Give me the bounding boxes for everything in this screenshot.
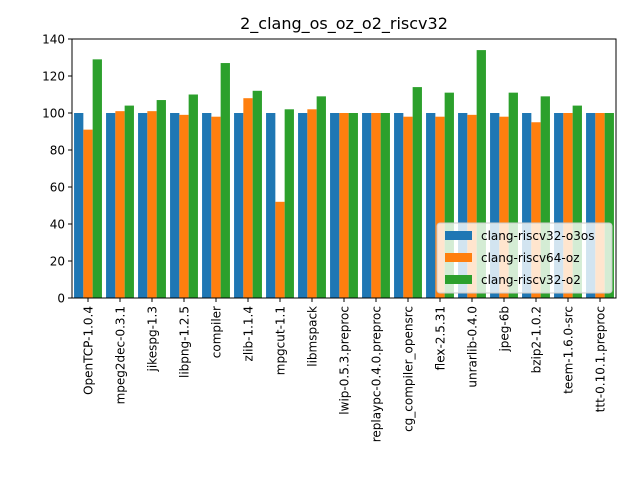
y-tick-label: 140 bbox=[42, 33, 65, 47]
bar-clang-riscv32-o2-zlib-1.1.4 bbox=[252, 90, 262, 298]
bar-clang-riscv32-o2-flex-2.5.31 bbox=[444, 92, 454, 299]
bar-clang-riscv64-oz-mpeg2dec-0.3.1 bbox=[115, 111, 125, 299]
bar-clang-riscv32-o2-replaypc-0.4.0.preproc bbox=[380, 113, 390, 298]
bar-clang-riscv32-o2-mpgcut-1.1 bbox=[284, 109, 294, 298]
bar-clang-riscv32-o2-cg_compiler_opensrc bbox=[412, 87, 422, 298]
bar-clang-riscv32-o3os-flex-2.5.31 bbox=[426, 113, 436, 298]
y-tick-label: 60 bbox=[50, 181, 65, 195]
y-tick-label: 0 bbox=[57, 292, 65, 306]
y-axis: 0 20 40 60 80 100 120 140 bbox=[42, 33, 72, 306]
legend-label-clang-riscv32-o2: clang-riscv32-o2 bbox=[481, 273, 581, 287]
legend-box bbox=[436, 222, 613, 294]
bar-clang-riscv32-o2-libmspack bbox=[316, 96, 326, 298]
bar-clang-riscv32-o2-mpeg2dec-0.3.1 bbox=[124, 105, 134, 298]
legend-label-clang-riscv32-o3os: clang-riscv32-o3os bbox=[481, 229, 594, 243]
bar-clang-riscv32-o3os-ttt-0.10.1.preproc bbox=[586, 113, 596, 298]
legend-swatch-clang-riscv32-o2 bbox=[445, 275, 472, 284]
bar-clang-riscv32-o3os-mpgcut-1.1 bbox=[266, 113, 276, 298]
bar-clang-riscv64-oz-zlib-1.1.4 bbox=[243, 98, 253, 298]
bar-clang-riscv32-o3os-compiler bbox=[202, 113, 212, 298]
bar-clang-riscv32-o3os-zlib-1.1.4 bbox=[234, 113, 244, 298]
bar-clang-riscv64-oz-flex-2.5.31 bbox=[435, 116, 445, 298]
bar-clang-riscv32-o2-compiler bbox=[220, 63, 230, 298]
x-tick-label: replaypc-0.4.0.preproc bbox=[370, 306, 384, 442]
x-tick-label: unrarlib-0.4.0 bbox=[466, 306, 480, 388]
bar-clang-riscv32-o3os-libpng-1.2.5 bbox=[170, 113, 180, 298]
bar-clang-riscv64-oz-mpgcut-1.1 bbox=[275, 201, 285, 298]
y-tick-label: 40 bbox=[50, 218, 65, 232]
bar-clang-riscv64-oz-jikespg-1.3 bbox=[147, 111, 157, 299]
bar-clang-riscv64-oz-teem-1.6.0-src bbox=[563, 113, 573, 298]
legend-swatch-clang-riscv64-oz bbox=[445, 253, 472, 262]
x-tick-label: libmspack bbox=[306, 306, 320, 367]
bars-group bbox=[74, 50, 614, 299]
y-tick-label: 20 bbox=[50, 255, 65, 269]
x-axis: OpenTCP-1.0.4 mpeg2dec-0.3.1 jikespg-1.3 li… bbox=[82, 298, 608, 442]
bar-clang-riscv32-o2-jpeg-6b bbox=[508, 92, 518, 299]
bar-clang-riscv64-oz-replaypc-0.4.0.preproc bbox=[371, 113, 381, 298]
x-tick-label: bzip2-1.0.2 bbox=[530, 306, 544, 373]
bar-clang-riscv32-o3os-mpeg2dec-0.3.1 bbox=[106, 113, 116, 298]
legend-swatch-clang-riscv32-o3os bbox=[445, 231, 472, 240]
bar-clang-riscv32-o2-jikespg-1.3 bbox=[156, 100, 166, 298]
bar-clang-riscv32-o3os-jikespg-1.3 bbox=[138, 113, 148, 298]
y-tick-label: 120 bbox=[42, 70, 65, 84]
x-tick-label: libpng-1.2.5 bbox=[178, 306, 192, 378]
bar-clang-riscv32-o3os-bzip2-1.0.2 bbox=[522, 113, 532, 298]
bar-clang-riscv64-oz-compiler bbox=[211, 116, 221, 298]
bar-clang-riscv64-oz-jpeg-6b bbox=[499, 116, 509, 298]
x-tick-label: OpenTCP-1.0.4 bbox=[82, 306, 96, 395]
bar-clang-riscv64-oz-libmspack bbox=[307, 109, 317, 298]
bar-clang-riscv32-o3os-lwip-0.5.3.preproc bbox=[330, 113, 340, 298]
bar-clang-riscv32-o2-teem-1.6.0-src bbox=[572, 105, 582, 298]
x-tick-label: mpeg2dec-0.3.1 bbox=[114, 306, 128, 404]
bar-clang-riscv32-o3os-libmspack bbox=[298, 113, 308, 298]
bar-clang-riscv64-oz-libpng-1.2.5 bbox=[179, 114, 189, 298]
x-tick-label: jikespg-1.3 bbox=[146, 306, 160, 372]
chart-title: 2_clang_os_oz_o2_riscv32 bbox=[240, 14, 448, 34]
x-tick-label: jpeg-6b bbox=[498, 306, 512, 353]
bar-clang-riscv32-o3os-jpeg-6b bbox=[490, 113, 500, 298]
bar-clang-riscv32-o2-bzip2-1.0.2 bbox=[540, 96, 550, 298]
bar-clang-riscv64-oz-cg_compiler_opensrc bbox=[403, 116, 413, 298]
bar-clang-riscv32-o2-ttt-0.10.1.preproc bbox=[604, 113, 614, 298]
bar-clang-riscv32-o2-unrarlib-0.4.0 bbox=[476, 50, 486, 298]
bar-clang-riscv64-oz-OpenTCP-1.0.4 bbox=[83, 129, 93, 298]
x-tick-label: teem-1.6.0-src bbox=[562, 306, 576, 394]
legend: clang-riscv32-o3os clang-riscv64-oz clang-… bbox=[436, 222, 613, 294]
x-tick-label: flex-2.5.31 bbox=[434, 306, 448, 370]
x-tick-label: zlib-1.1.4 bbox=[242, 306, 256, 361]
bar-clang-riscv32-o3os-OpenTCP-1.0.4 bbox=[74, 113, 84, 298]
bar-clang-riscv32-o2-libpng-1.2.5 bbox=[188, 94, 198, 298]
x-tick-label: mpgcut-1.1 bbox=[274, 306, 288, 375]
x-tick-label: compiler bbox=[210, 306, 224, 358]
bar-clang-riscv64-oz-lwip-0.5.3.preproc bbox=[339, 113, 349, 298]
legend-label-clang-riscv64-oz: clang-riscv64-oz bbox=[481, 251, 580, 265]
x-tick-label: cg_compiler_opensrc bbox=[402, 306, 416, 432]
bar-clang-riscv32-o2-lwip-0.5.3.preproc bbox=[348, 113, 358, 298]
x-tick-label: lwip-0.5.3.preproc bbox=[338, 306, 352, 415]
bar-clang-riscv32-o3os-unrarlib-0.4.0 bbox=[458, 113, 468, 298]
bar-clang-riscv32-o3os-replaypc-0.4.0.preproc bbox=[362, 113, 372, 298]
bar-clang-riscv32-o3os-teem-1.6.0-src bbox=[554, 113, 564, 298]
bar-clang-riscv32-o3os-cg_compiler_opensrc bbox=[394, 113, 404, 298]
y-tick-label: 100 bbox=[42, 107, 65, 121]
x-tick-label: ttt-0.10.1.preproc bbox=[594, 306, 608, 412]
bar-clang-riscv32-o2-OpenTCP-1.0.4 bbox=[92, 59, 102, 298]
bar-clang-riscv64-oz-ttt-0.10.1.preproc bbox=[595, 113, 605, 298]
bar-clang-riscv64-oz-bzip2-1.0.2 bbox=[531, 122, 541, 298]
bar-clang-riscv64-oz-unrarlib-0.4.0 bbox=[467, 114, 477, 298]
y-tick-label: 80 bbox=[50, 144, 65, 158]
